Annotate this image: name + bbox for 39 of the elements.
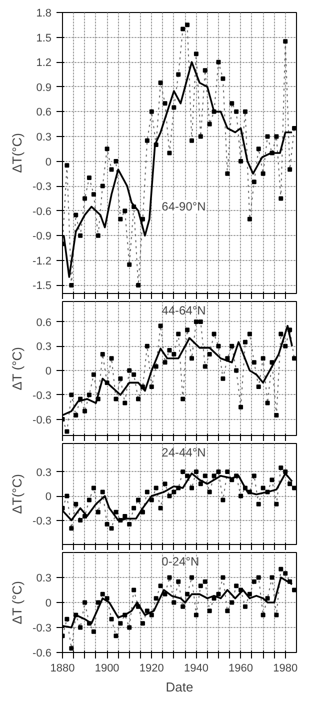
y-tick-label: -1.2 [32,255,52,268]
y-tick-label: 0.6 [36,316,52,329]
y-tick-label: 0 [45,156,52,168]
y-tick-label: 0 [45,366,52,378]
y-axis-title: ΔT(°C) [10,474,25,514]
y-tick-label: 1.5 [36,32,52,44]
y-tick-label: 0.3 [36,572,52,584]
annotation: 24-44°N [162,446,206,460]
y-tick-label: 1.8 [36,8,52,20]
x-tick-label: 1960 [228,662,254,674]
x-tick-label: 1920 [139,662,164,674]
y-tick-label: -0.6 [32,648,52,660]
annotation: 64-90°N [162,200,206,214]
y-tick-label: -0.3 [32,622,52,634]
x-tick-label: 1940 [184,662,208,674]
annotation: 0-24°N [162,554,200,568]
y-tick-label: -0.3 [32,515,52,528]
x-tick-label: 1900 [94,662,120,674]
y-axis-title: ΔT (°C) [10,580,25,624]
y-axis-title: ΔT (°C) [10,346,25,390]
y-tick-label: 1.2 [36,57,52,70]
y-tick-label: -0.9 [32,230,52,243]
y-tick-label: 0 [45,491,52,504]
y-tick-label: -0.3 [32,390,52,402]
x-tick-label: 1880 [50,662,75,674]
y-tick-label: -0.6 [32,414,52,426]
y-tick-label: 0.3 [36,341,52,354]
y-tick-label: 0.3 [36,131,52,144]
y-axis-title: ΔT(°C) [10,133,25,173]
y-tick-label: -1.5 [32,280,52,292]
y-tick-label: 0 [45,598,52,610]
y-tick-label: -0.6 [32,206,52,218]
y-tick-label: 0.3 [36,466,52,479]
y-tick-label: 0.9 [36,82,52,94]
y-tick-label: -0.3 [32,181,52,194]
y-tick-label: 0.6 [36,106,52,119]
x-axis-title: Date [166,680,194,694]
annotation: 44-64°N [162,304,206,318]
x-tick-label: 1980 [273,662,298,674]
